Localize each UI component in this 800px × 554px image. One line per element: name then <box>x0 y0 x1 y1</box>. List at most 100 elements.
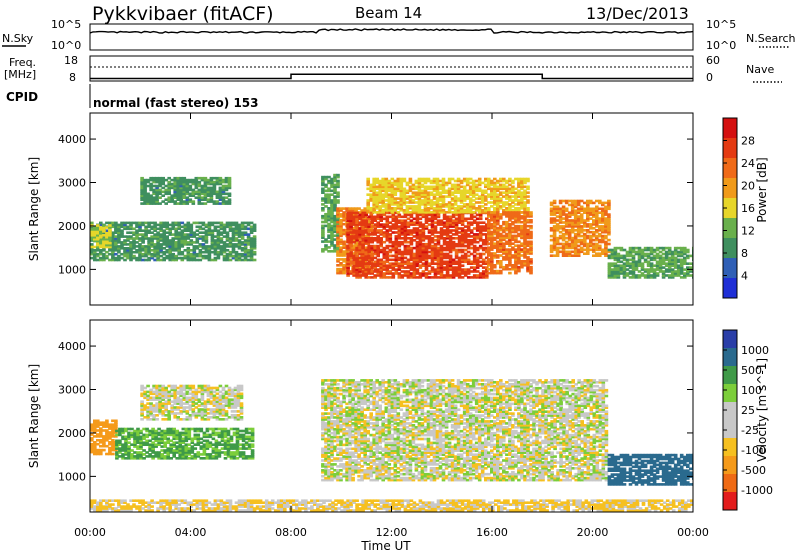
heatmap-cell <box>168 258 172 262</box>
heatmap-cell <box>555 236 560 240</box>
heatmap-cell <box>180 245 185 248</box>
heatmap-cell <box>369 187 373 191</box>
heatmap-cell <box>423 181 428 185</box>
heatmap-cell <box>441 189 446 193</box>
heatmap-cell <box>496 201 500 204</box>
heatmap-cell <box>330 218 334 222</box>
heatmap-cell <box>366 187 370 191</box>
heatmap-cell <box>201 245 206 248</box>
heatmap-cell <box>168 250 172 254</box>
heatmap-cell <box>490 238 494 242</box>
heatmap-cell <box>415 221 420 224</box>
heatmap-cell <box>358 268 362 271</box>
heatmap-cell <box>213 245 218 248</box>
heatmap-cell <box>141 258 145 262</box>
heatmap-cell <box>523 252 527 255</box>
heatmap-cell <box>382 254 387 258</box>
heatmap-cell <box>357 207 361 210</box>
heatmap-cell <box>397 262 402 265</box>
heatmap-cell <box>165 237 169 240</box>
heatmap-cell <box>474 185 479 189</box>
heatmap-cell <box>640 250 645 254</box>
heatmap-cell <box>468 197 473 200</box>
heatmap-cell <box>517 193 521 196</box>
heatmap-cell <box>381 195 385 198</box>
heatmap-cell <box>111 446 115 450</box>
heatmap-cell <box>573 215 578 218</box>
heatmap-cell <box>391 231 396 234</box>
heatmap-cell <box>402 209 407 212</box>
heatmap-cell <box>200 192 205 196</box>
heatmap-cell <box>601 217 605 220</box>
heatmap-cell <box>442 231 447 234</box>
heatmap-cell <box>379 248 383 252</box>
heatmap-cell <box>218 182 223 186</box>
heatmap-cell <box>394 252 399 256</box>
heatmap-cell <box>90 221 94 225</box>
heatmap-cell <box>465 211 470 214</box>
heatmap-cell <box>417 179 422 183</box>
heatmap-cell <box>508 205 512 208</box>
heatmap-cell <box>573 209 578 212</box>
heatmap-cell <box>558 209 563 212</box>
heatmap-cell <box>352 260 356 264</box>
heatmap-cell <box>595 211 599 214</box>
heatmap-cell <box>387 181 392 185</box>
heatmap-cell <box>336 240 340 244</box>
heatmap-cell <box>385 217 390 221</box>
heatmap-cell <box>147 229 151 232</box>
heatmap-cell <box>194 190 199 194</box>
heatmap-cell <box>561 227 566 230</box>
heatmap-cell <box>207 233 212 236</box>
heatmap-cell <box>430 270 435 273</box>
heatmap-cell <box>225 256 230 260</box>
heatmap-cell <box>478 244 483 248</box>
heatmap-cell <box>589 240 593 244</box>
heatmap-cell <box>382 260 387 264</box>
heatmap-cell <box>177 249 181 252</box>
heatmap-cell <box>352 231 356 234</box>
heatmap-cell <box>418 250 423 254</box>
heatmap-cell <box>409 264 414 267</box>
heatmap-cell <box>201 221 206 225</box>
heatmap-cell <box>339 232 343 236</box>
heatmap-cell <box>388 221 393 224</box>
heatmap-cell <box>689 270 693 273</box>
heatmap-cell <box>355 217 359 221</box>
heatmap-cell <box>667 266 672 269</box>
heatmap-cell <box>423 199 428 202</box>
heatmap-cell <box>523 177 527 181</box>
heatmap-cell <box>493 207 497 210</box>
heatmap-cell <box>204 241 209 244</box>
heatmap-cell <box>182 186 187 190</box>
heatmap-cell <box>429 205 434 208</box>
heatmap-cell <box>339 209 343 212</box>
heatmap-cell <box>186 241 191 244</box>
heatmap-cell <box>526 195 530 198</box>
heatmap-cell <box>367 248 371 252</box>
heatmap-cell <box>496 240 500 244</box>
heatmap-cell <box>523 203 527 206</box>
heatmap-cell <box>471 193 476 196</box>
heatmap-cell <box>135 245 139 248</box>
heatmap-cell <box>549 219 554 222</box>
heatmap-cell <box>424 266 429 269</box>
heatmap-cell <box>346 215 350 219</box>
heatmap-cell <box>619 246 624 250</box>
heatmap-cell <box>478 239 483 242</box>
heatmap-cell <box>469 239 474 242</box>
heatmap-cell <box>508 256 512 259</box>
heatmap-cell <box>493 265 497 269</box>
heatmap-cell <box>176 180 180 184</box>
heatmap-cell <box>676 250 681 254</box>
heatmap-cell <box>595 209 599 212</box>
heatmap-cell <box>108 245 112 249</box>
heatmap-cell <box>442 229 447 232</box>
heatmap-cell <box>138 256 142 260</box>
heatmap-cell <box>249 229 254 232</box>
heatmap-cell <box>496 232 500 236</box>
heatmap-cell <box>460 256 465 260</box>
heatmap-cell <box>558 227 563 230</box>
heatmap-cell <box>469 213 474 217</box>
heatmap-cell <box>567 211 572 214</box>
